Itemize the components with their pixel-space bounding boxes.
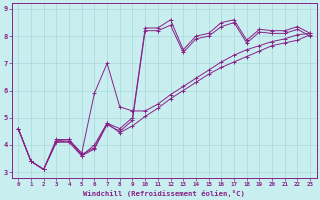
- X-axis label: Windchill (Refroidissement éolien,°C): Windchill (Refroidissement éolien,°C): [83, 190, 245, 197]
